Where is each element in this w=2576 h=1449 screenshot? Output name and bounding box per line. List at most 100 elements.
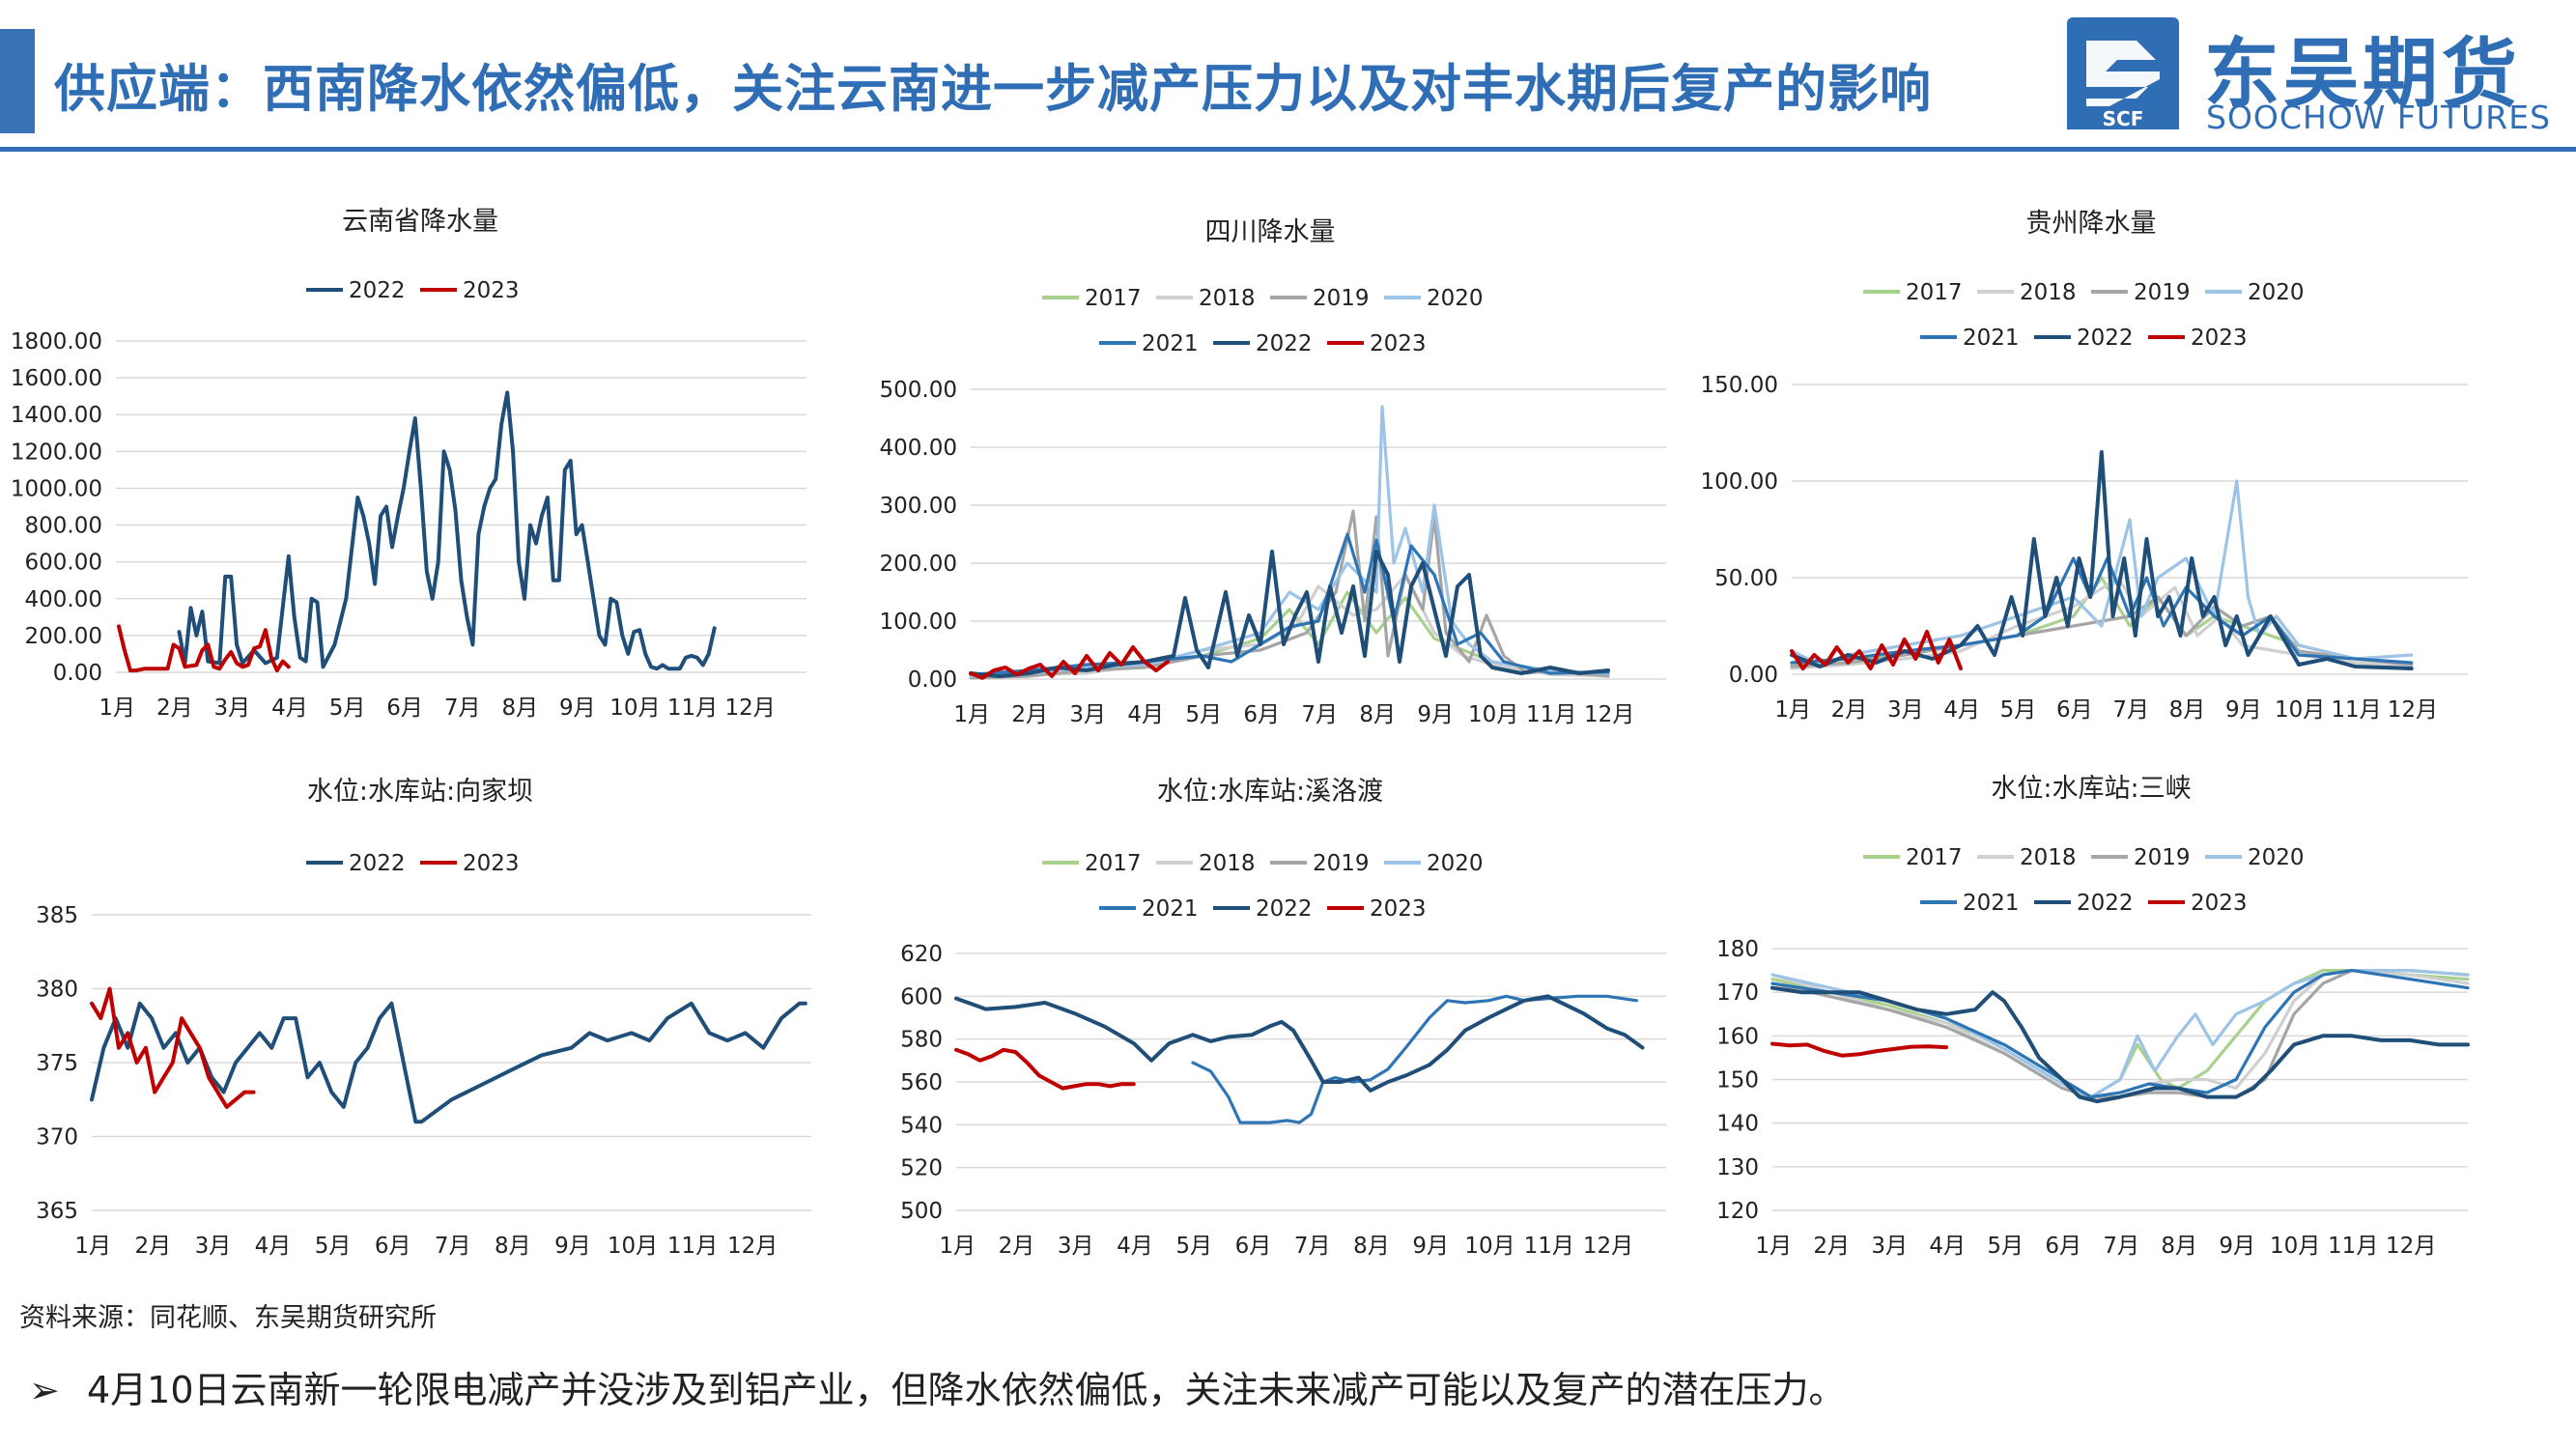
legend-label-2018: 2018 <box>2020 280 2077 305</box>
chart-xiangjiaba-water-level: 水位:水库站:向家坝 2022 2023 365 370 375 380 385 1月 2月 3月 4… <box>19 773 821 1270</box>
x-tick-label: 2月 <box>999 1234 1035 1259</box>
x-tick-label: 8月 <box>501 696 538 721</box>
y-tick-label: 140 <box>1716 1112 1759 1137</box>
chart-svg: 水位:水库站:三峡 2017 2018 2019 2020 2021 2022 2023 120… <box>1716 774 2470 1259</box>
legend-label-2019: 2019 <box>2134 280 2191 305</box>
scf-logo-mark: SCF <box>2067 17 2179 129</box>
x-tick-label: 12月 <box>2386 1234 2436 1259</box>
legend-label-2017: 2017 <box>1906 845 1963 870</box>
x-tick-label: 10月 <box>2275 697 2325 723</box>
x-tick-label: 4月 <box>1117 1234 1153 1259</box>
y-tick-label: 580 <box>900 1028 943 1053</box>
x-tick-label: 8月 <box>2161 1234 2197 1259</box>
y-tick-label: 540 <box>900 1113 943 1138</box>
x-tick-label: 5月 <box>315 1234 352 1259</box>
y-tick-label: 150.00 <box>1701 373 1778 398</box>
legend-label-2021: 2021 <box>1142 896 1199 922</box>
x-tick-label: 11月 <box>667 696 718 721</box>
legend-label-2019: 2019 <box>2134 845 2191 870</box>
legend-label-2022: 2022 <box>349 278 406 303</box>
x-tick-label: 2月 <box>1011 702 1048 727</box>
x-tick-label: 10月 <box>609 696 660 721</box>
x-tick-label: 9月 <box>2219 1234 2255 1259</box>
x-tick-label: 11月 <box>2328 1234 2378 1259</box>
y-tick-label: 1800.00 <box>11 329 102 355</box>
x-tick-label: 1月 <box>1755 1234 1792 1259</box>
y-tick-label: 1200.00 <box>11 440 102 465</box>
y-tick-label: 0.00 <box>1729 663 1778 688</box>
chart-xiluodu-water-level: 水位:水库站:溪洛渡 2017 2018 2019 2020 2021 2022 2023 50… <box>850 773 1690 1270</box>
x-tick-label: 2月 <box>156 696 193 721</box>
series-line-2023 <box>117 624 291 673</box>
y-tick-label: 385 <box>36 903 78 928</box>
chart-guizhou-rainfall: 贵州降水量 2017 2018 2019 2020 2021 2022 2023 0.00 50.… <box>1700 203 2482 729</box>
chart-svg: 水位:水库站:向家坝 2022 2023 365 370 375 380 385 1月 2月 3月 4… <box>36 777 811 1259</box>
x-tick-label: 7月 <box>2112 697 2149 723</box>
series-line-2019 <box>969 509 1610 680</box>
legend-label-2022: 2022 <box>1256 896 1313 922</box>
y-tick-label: 1000.00 <box>11 476 102 501</box>
x-tick-label: 1月 <box>939 1234 976 1259</box>
legend-label-2017: 2017 <box>1906 280 1963 305</box>
x-tick-label: 1月 <box>953 702 990 727</box>
x-tick-label: 8月 <box>495 1234 531 1259</box>
y-tick-label: 1400.00 <box>11 403 102 428</box>
legend-label-2021: 2021 <box>1963 326 2020 351</box>
y-tick-label: 600 <box>900 984 943 1009</box>
x-tick-label: 1月 <box>74 1234 111 1259</box>
series-line-2023 <box>90 986 256 1109</box>
x-tick-label: 5月 <box>1185 702 1222 727</box>
chart-title: 水位:水库站:向家坝 <box>307 777 533 807</box>
x-tick-label: 9月 <box>2225 697 2262 723</box>
legend-label-2023: 2023 <box>2191 326 2248 351</box>
chart-svg: 贵州降水量 2017 2018 2019 2020 2021 2022 2023 0.00 50.… <box>1701 209 2468 723</box>
chart-title: 云南省降水量 <box>342 207 498 237</box>
x-tick-label: 3月 <box>1871 1234 1908 1259</box>
x-tick-label: 8月 <box>1359 702 1396 727</box>
x-tick-label: 10月 <box>1464 1234 1514 1259</box>
series-line-2023 <box>954 1047 1136 1091</box>
y-tick-label: 600.00 <box>25 551 102 576</box>
legend-label-2019: 2019 <box>1313 851 1370 876</box>
legend-label-2022: 2022 <box>2077 891 2134 916</box>
chart-sichuan-rainfall: 四川降水量 2017 2018 2019 2020 2021 2022 2023 0.00 100… <box>850 208 1690 734</box>
legend-label-2023: 2023 <box>463 278 520 303</box>
x-tick-label: 3月 <box>1069 702 1106 727</box>
x-tick-label: 7月 <box>435 1234 471 1259</box>
legend-label-2018: 2018 <box>2020 845 2077 870</box>
legend-label-2020: 2020 <box>1427 286 1484 311</box>
chart-title: 水位:水库站:三峡 <box>1991 774 2191 804</box>
y-tick-label: 370 <box>36 1125 78 1151</box>
legend-label-2022: 2022 <box>2077 326 2134 351</box>
y-tick-label: 0.00 <box>908 668 957 693</box>
logo-mark-text: SCF <box>2103 107 2144 129</box>
legend-label-2023: 2023 <box>2191 891 2248 916</box>
legend-label-2018: 2018 <box>1199 286 1256 311</box>
x-tick-label: 12月 <box>2388 697 2438 723</box>
page-title: 供应端：西南降水依然偏低，关注云南进一步减产压力以及对丰水期后复产的影响 <box>54 60 1932 119</box>
x-tick-label: 9月 <box>1412 1234 1449 1259</box>
series-line-2022 <box>90 1001 807 1124</box>
x-tick-label: 6月 <box>1235 1234 1272 1259</box>
x-tick-label: 8月 <box>2169 697 2206 723</box>
chart-svg: 四川降水量 2017 2018 2019 2020 2021 2022 2023 0.00 100… <box>880 217 1666 727</box>
bullet-text: 4月10日云南新一轮限电减产并没涉及到铝产业，但降水依然偏低，关注未来减产可能以… <box>87 1369 1846 1411</box>
chart-title: 四川降水量 <box>1205 217 1336 247</box>
chart-yunnan-rainfall: 云南省降水量 2022 2023 0.00 200.00 400.00 600.00 800.… <box>11 203 821 724</box>
y-tick-label: 500 <box>900 1199 943 1224</box>
x-tick-label: 4月 <box>1929 1234 1966 1259</box>
legend-label-2019: 2019 <box>1313 286 1370 311</box>
y-tick-label: 170 <box>1716 980 1759 1006</box>
legend-label-2022: 2022 <box>349 851 406 876</box>
x-tick-label: 7月 <box>2103 1234 2139 1259</box>
logo-chinese-name: 东吴期货 <box>2204 31 2522 118</box>
x-tick-label: 5月 <box>329 696 366 721</box>
chart-svg: 水位:水库站:溪洛渡 2017 2018 2019 2020 2021 2022 2023 50… <box>900 777 1666 1259</box>
x-tick-label: 7月 <box>444 696 481 721</box>
data-source-note: 资料来源：同花顺、东吴期货研究所 <box>19 1303 437 1333</box>
series-line-2021 <box>1191 994 1638 1124</box>
series-line-2022 <box>177 390 717 671</box>
x-tick-label: 4月 <box>1943 697 1980 723</box>
y-tick-label: 100.00 <box>1701 469 1778 495</box>
chart-title: 水位:水库站:溪洛渡 <box>1157 777 1383 807</box>
